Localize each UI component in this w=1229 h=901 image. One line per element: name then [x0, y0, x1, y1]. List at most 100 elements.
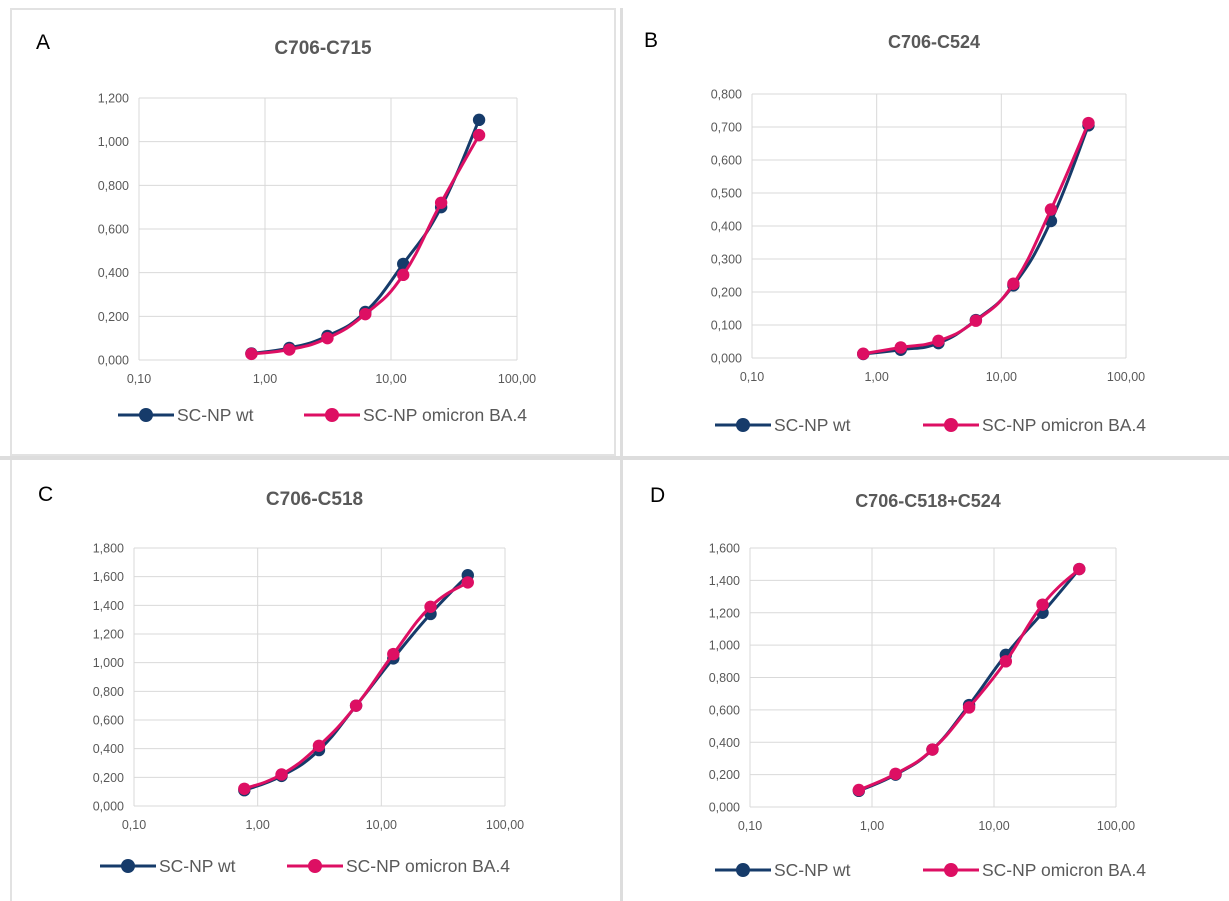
- x-tick-label: 100,00: [1097, 819, 1135, 833]
- x-tick-label: 10,00: [978, 819, 1009, 833]
- y-tick-label: 0,000: [711, 352, 742, 366]
- y-tick-label: 0,200: [709, 768, 740, 782]
- x-tick-label: 1,00: [860, 819, 884, 833]
- chart-panel-c: C C706-C518 0,000 0,200 0,400 0,600 0,800 1,00…: [10, 460, 616, 901]
- y-tick-label: 1,000: [93, 656, 124, 670]
- data-point: [424, 600, 437, 613]
- panel-label: D: [650, 484, 666, 507]
- x-tick-label: 1,00: [245, 818, 269, 832]
- chart-title: C706-C518+C524: [855, 491, 1001, 511]
- chart-title: C706-C524: [888, 32, 980, 52]
- legend-label: SC-NP wt: [774, 415, 851, 435]
- data-point: [852, 783, 866, 797]
- horizontal-separator: [0, 456, 1229, 460]
- x-tick-label: 100,00: [1107, 370, 1145, 384]
- x-tick-label: 1,00: [253, 372, 277, 386]
- series-line: [251, 134, 481, 356]
- legend-marker: [944, 863, 958, 877]
- x-tick-label: 10,00: [366, 818, 397, 832]
- y-tick-label: 1,000: [709, 639, 740, 653]
- y-tick-label: 0,000: [93, 800, 124, 814]
- x-tick-label: 10,00: [986, 370, 1017, 384]
- data-point: [1082, 116, 1095, 130]
- data-point: [461, 576, 474, 589]
- chart-b: C706-C524 0,000 0,100 0,200 0,300 0,400 0,500 0…: [711, 32, 1147, 435]
- data-point: [472, 113, 486, 127]
- y-tick-label: 0,800: [709, 671, 740, 685]
- legend-marker: [944, 418, 958, 432]
- legend-label: SC-NP wt: [177, 405, 254, 425]
- chart-panel-a: A C706-C715 0,000 0,200 0,400 0,600 0,800 1,00…: [10, 8, 616, 456]
- data-point: [397, 257, 410, 271]
- x-tick-label: 0,10: [740, 370, 764, 384]
- data-point: [387, 647, 400, 661]
- data-point: [275, 768, 288, 781]
- data-point: [397, 268, 410, 282]
- data-point: [1036, 598, 1049, 611]
- data-point: [359, 307, 372, 321]
- y-tick-label: 0,200: [93, 771, 124, 785]
- legend-label: SC-NP omicron BA.4: [346, 856, 510, 876]
- x-tick-label: 1,00: [864, 370, 888, 384]
- y-tick-label: 0,000: [98, 354, 129, 368]
- x-tick-label: 100,00: [498, 372, 536, 386]
- y-tick-label: 1,600: [709, 542, 740, 556]
- legend-marker: [325, 408, 339, 422]
- legend-marker: [139, 408, 153, 422]
- data-point: [894, 341, 907, 354]
- chart-panel-d: D C706-C518+C524 0,000 0,200 0,400 0,600 0,80…: [620, 460, 1229, 901]
- chart-a: C706-C715 0,000 0,200 0,400 0,600 0,800 1,000 1…: [98, 38, 536, 425]
- y-tick-label: 0,500: [711, 187, 742, 201]
- y-tick-label: 1,400: [709, 574, 740, 588]
- data-point: [434, 196, 448, 209]
- y-tick-label: 0,600: [711, 154, 742, 168]
- data-point: [245, 347, 258, 361]
- y-tick-label: 0,400: [709, 736, 740, 750]
- legend-label: SC-NP omicron BA.4: [982, 415, 1146, 435]
- y-tick-label: 0,200: [98, 310, 129, 324]
- legend-label: SC-NP omicron BA.4: [363, 405, 527, 425]
- legend-label: SC-NP omicron BA.4: [982, 860, 1146, 880]
- legend-label: SC-NP wt: [774, 860, 851, 880]
- y-tick-label: 1,400: [93, 599, 124, 613]
- chart-d: C706-C518+C524 0,000 0,200 0,400 0,600 0,800 1…: [709, 491, 1147, 880]
- x-tick-label: 0,10: [122, 818, 146, 832]
- y-tick-label: 0,000: [709, 801, 740, 815]
- legend-marker: [308, 859, 322, 873]
- legend-marker: [121, 859, 135, 873]
- legend-marker: [736, 418, 750, 432]
- y-tick-label: 0,400: [98, 266, 129, 280]
- data-point: [889, 767, 902, 781]
- data-point: [312, 739, 326, 752]
- y-tick-label: 0,400: [93, 742, 124, 756]
- data-point: [238, 782, 251, 795]
- data-point: [1073, 562, 1086, 576]
- y-tick-label: 1,200: [98, 92, 129, 106]
- chart-title: C706-C715: [274, 38, 372, 59]
- legend-label: SC-NP wt: [159, 856, 236, 876]
- y-tick-label: 0,600: [93, 714, 124, 728]
- y-tick-label: 0,800: [711, 88, 742, 102]
- panel-label: B: [644, 29, 659, 52]
- data-point: [472, 128, 486, 142]
- y-tick-label: 0,800: [98, 179, 129, 193]
- y-tick-label: 0,200: [711, 286, 742, 300]
- panel-label: A: [36, 31, 51, 54]
- y-tick-label: 1,800: [93, 542, 124, 556]
- chart-title: C706-C518: [266, 489, 363, 510]
- data-point: [857, 347, 870, 360]
- x-tick-label: 100,00: [486, 818, 524, 832]
- data-point: [932, 334, 945, 348]
- data-point: [349, 699, 363, 712]
- data-point: [283, 343, 296, 356]
- y-tick-label: 0,400: [711, 220, 742, 234]
- x-tick-label: 10,00: [375, 372, 406, 386]
- y-tick-label: 0,800: [93, 685, 124, 699]
- y-tick-label: 0,100: [711, 319, 742, 333]
- data-point: [926, 743, 939, 756]
- y-tick-label: 1,600: [93, 570, 124, 584]
- y-tick-label: 1,200: [709, 606, 740, 620]
- y-tick-label: 0,600: [98, 223, 129, 237]
- data-point: [999, 655, 1013, 668]
- y-tick-label: 0,300: [711, 253, 742, 267]
